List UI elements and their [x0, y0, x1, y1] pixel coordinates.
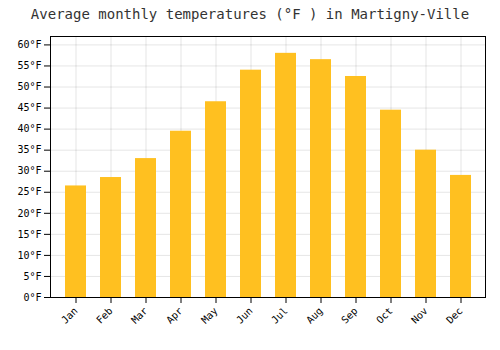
svg-text:Feb: Feb: [94, 305, 115, 326]
svg-text:Apr: Apr: [164, 305, 185, 326]
svg-text:Aug: Aug: [304, 305, 325, 326]
svg-text:Jun: Jun: [234, 305, 255, 326]
html-text:Average monthly temperatures (: Average monthly temperatures (°F ) in Ma…: [30, 6, 470, 22]
svg-text:60°F: 60°F: [17, 39, 41, 50]
svg-text:Sep: Sep: [339, 305, 360, 326]
svg-text:10°F: 10°F: [17, 250, 41, 261]
svg-text:5°F: 5°F: [23, 271, 41, 282]
svg-text:May: May: [199, 305, 220, 326]
svg-text:55°F: 55°F: [17, 60, 41, 71]
svg-text:Nov: Nov: [409, 305, 430, 326]
svg-text:45°F: 45°F: [17, 102, 41, 113]
svg-text:50°F: 50°F: [17, 81, 41, 92]
svg-text:15°F: 15°F: [17, 229, 41, 240]
svg-text:Mar: Mar: [129, 305, 150, 326]
svg-text:30°F: 30°F: [17, 165, 41, 176]
svg-text:40°F: 40°F: [17, 123, 41, 134]
svg-text:Jul: Jul: [269, 305, 290, 326]
svg-text:35°F: 35°F: [17, 144, 41, 155]
svg-text:25°F: 25°F: [17, 186, 41, 197]
svg-text:Oct: Oct: [374, 305, 395, 326]
svg-text:0°F: 0°F: [23, 292, 41, 303]
svg-text:20°F: 20°F: [17, 208, 41, 219]
svg-text:Jan: Jan: [59, 305, 80, 326]
svg-text:Dec: Dec: [444, 305, 465, 326]
